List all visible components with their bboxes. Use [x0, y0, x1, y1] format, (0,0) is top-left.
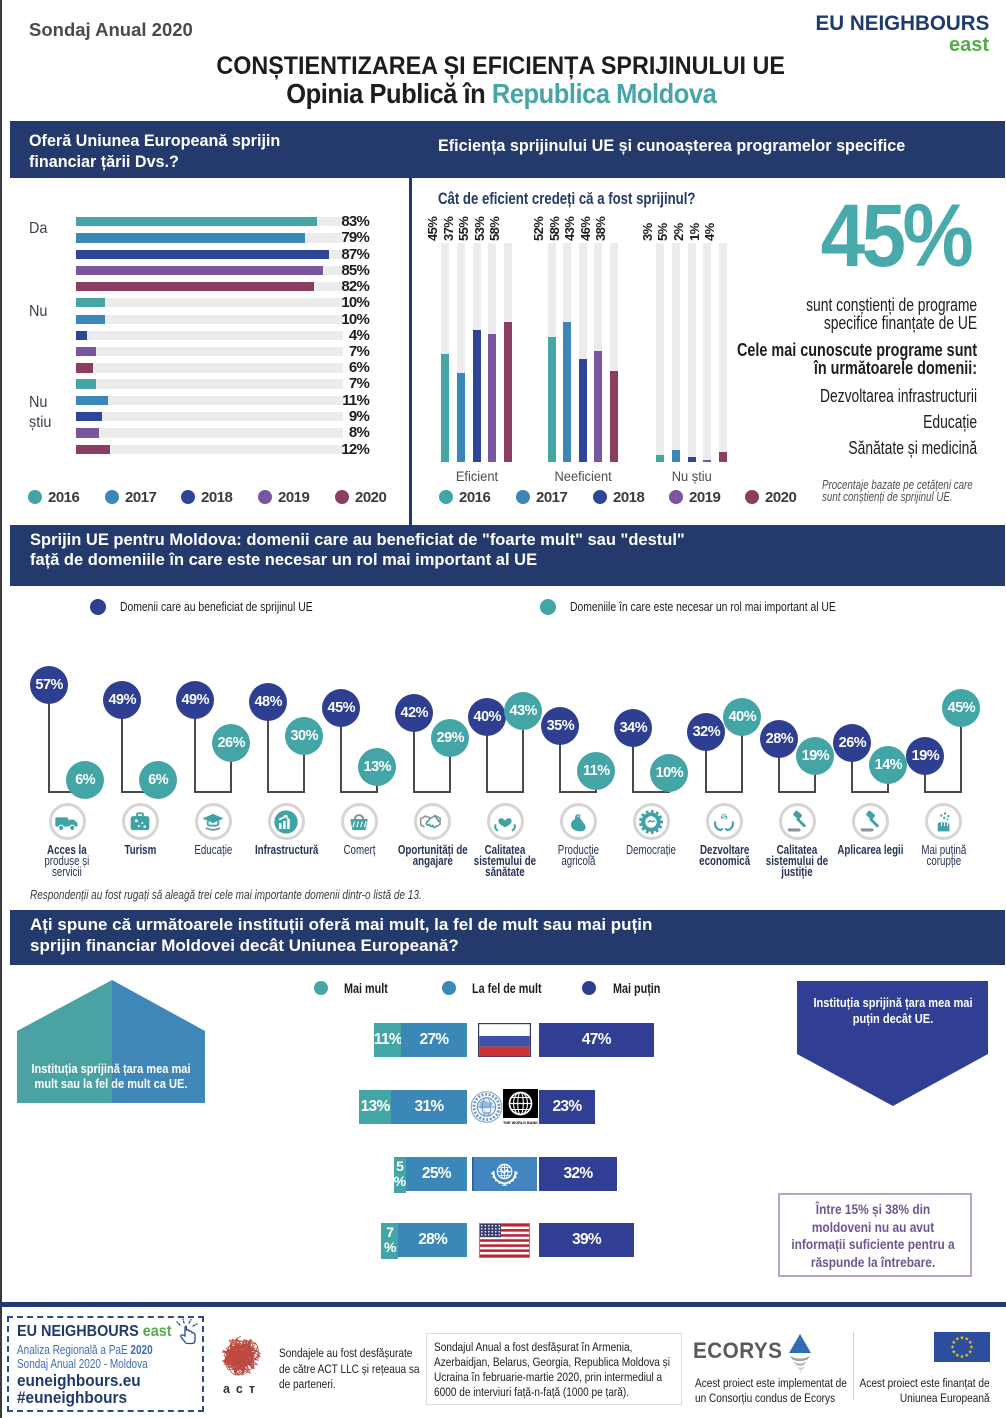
svg-text:THE WORLD BANK: THE WORLD BANK	[503, 1121, 538, 1125]
svg-text:aст: aст	[223, 1382, 261, 1396]
svg-text:ECORYS: ECORYS	[693, 1337, 782, 1363]
svg-text:$: $	[722, 812, 727, 821]
